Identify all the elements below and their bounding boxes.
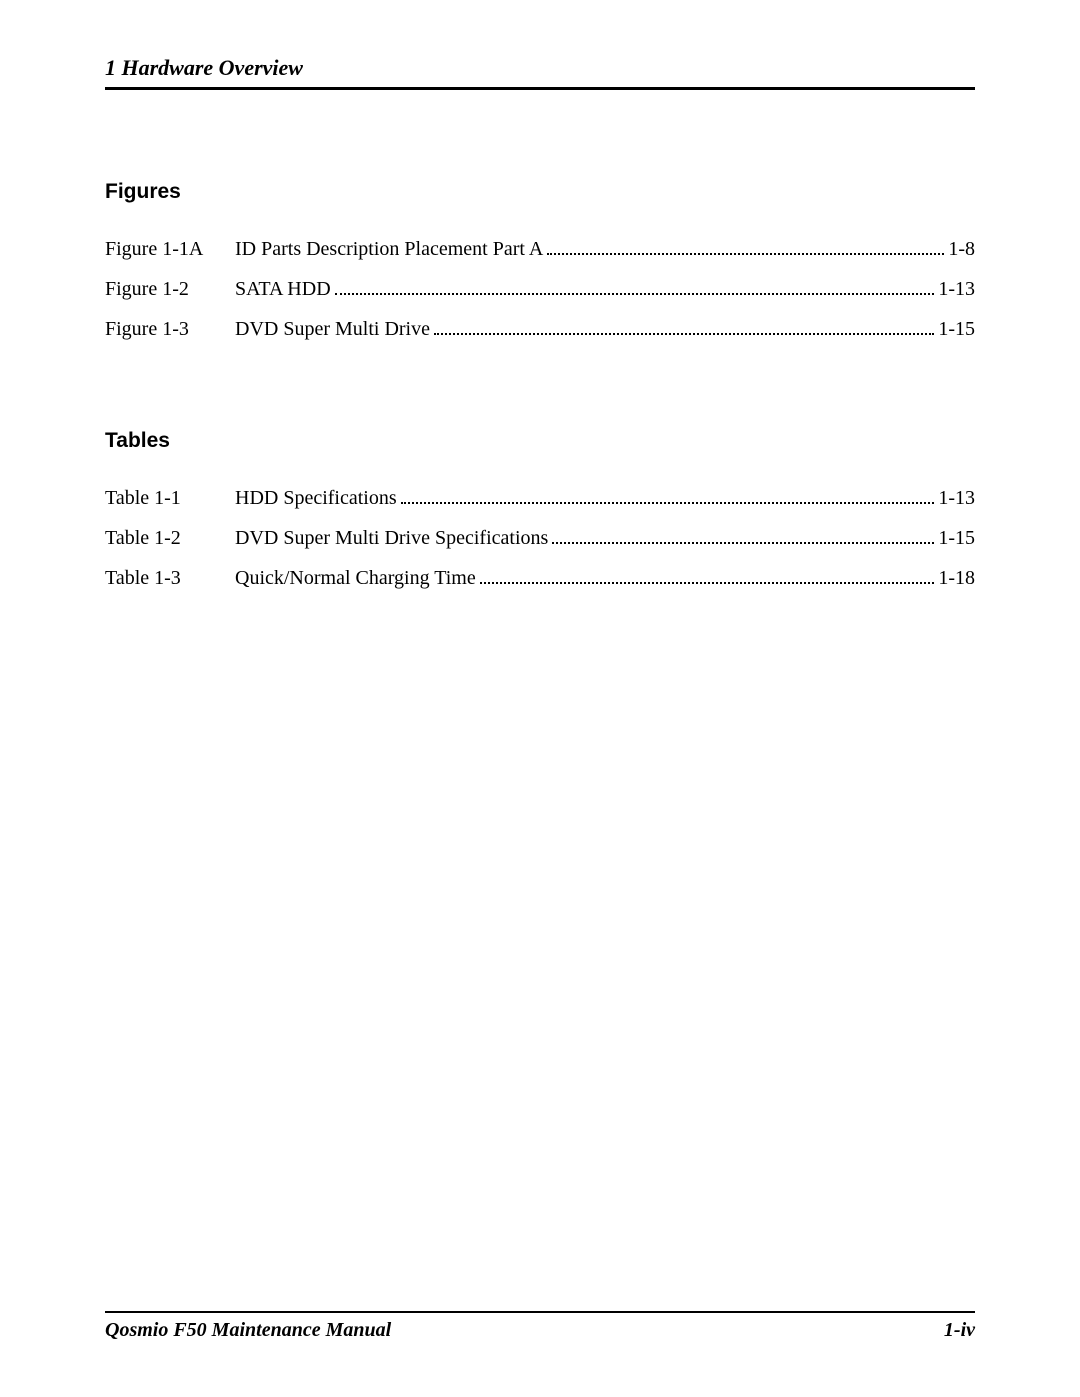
toc-page: 1-8 [948,234,975,264]
toc-title: SATA HDD [235,274,331,304]
toc-label: Table 1-1 [105,483,235,513]
toc-page: 1-18 [938,563,975,593]
toc-row: Figure 1-2 SATA HDD 1-13 [105,274,975,304]
toc-page: 1-13 [938,274,975,304]
toc-leader-dots [434,315,934,335]
toc-label: Figure 1-3 [105,314,235,344]
toc-title: DVD Super Multi Drive [235,314,430,344]
toc-label: Figure 1-1A [105,234,235,264]
toc-label: Figure 1-2 [105,274,235,304]
toc-label: Table 1-2 [105,523,235,553]
section-heading-figures: Figures [105,180,975,204]
toc-row: Figure 1-1A ID Parts Description Placeme… [105,234,975,264]
toc-leader-dots [547,235,944,255]
toc-page: 1-15 [938,314,975,344]
toc-leader-dots [335,275,935,295]
toc-label: Table 1-3 [105,563,235,593]
page: 1 Hardware Overview Figures Figure 1-1A … [0,0,1080,1397]
tables-list: Table 1-1 HDD Specifications 1-13 Table … [105,483,975,593]
toc-row: Table 1-1 HDD Specifications 1-13 [105,483,975,513]
page-footer: Qosmio F50 Maintenance Manual 1-iv [105,1311,975,1342]
footer-page-number: 1-iv [944,1319,975,1342]
figures-list: Figure 1-1A ID Parts Description Placeme… [105,234,975,344]
running-head: 1 Hardware Overview [105,55,975,90]
toc-title: DVD Super Multi Drive Specifications [235,523,548,553]
toc-page: 1-15 [938,523,975,553]
toc-title: ID Parts Description Placement Part A [235,234,543,264]
toc-row: Table 1-3 Quick/Normal Charging Time 1-1… [105,563,975,593]
footer-doc-title: Qosmio F50 Maintenance Manual [105,1319,391,1342]
toc-title: Quick/Normal Charging Time [235,563,476,593]
toc-leader-dots [552,524,934,544]
section-heading-tables: Tables [105,429,975,453]
toc-row: Table 1-2 DVD Super Multi Drive Specific… [105,523,975,553]
toc-leader-dots [480,564,935,584]
toc-page: 1-13 [938,483,975,513]
toc-row: Figure 1-3 DVD Super Multi Drive 1-15 [105,314,975,344]
toc-leader-dots [401,484,935,504]
toc-title: HDD Specifications [235,483,397,513]
